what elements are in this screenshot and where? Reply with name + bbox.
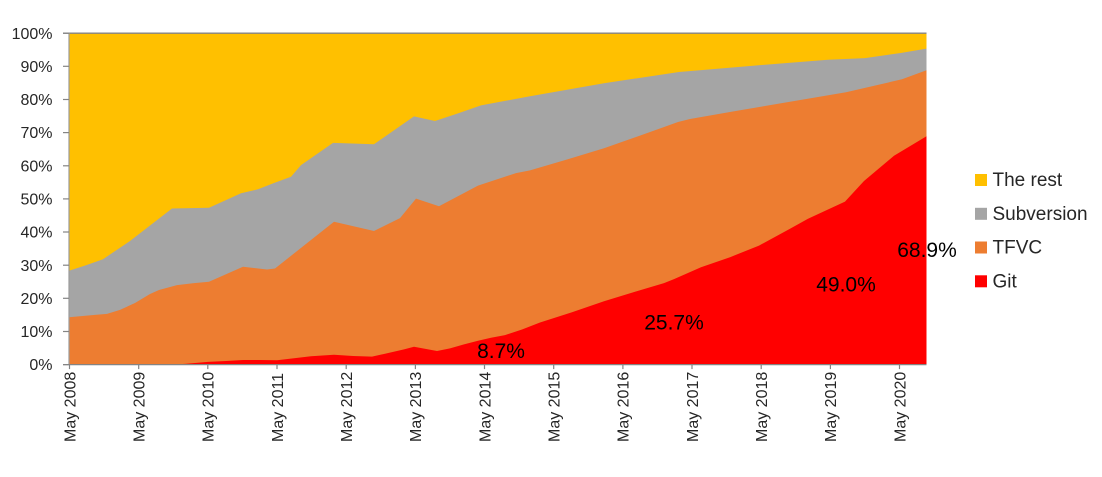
svg-text:May 2019: May 2019 <box>823 372 840 442</box>
svg-text:May 2016: May 2016 <box>616 372 633 442</box>
svg-text:Subversion: Subversion <box>993 204 1088 225</box>
svg-text:May 2018: May 2018 <box>754 372 771 442</box>
svg-text:80%: 80% <box>20 92 52 109</box>
svg-text:30%: 30% <box>20 258 52 275</box>
svg-text:25.7%: 25.7% <box>644 312 704 335</box>
svg-text:40%: 40% <box>20 225 52 242</box>
svg-text:Git: Git <box>993 272 1018 293</box>
svg-text:60%: 60% <box>20 158 52 175</box>
svg-text:20%: 20% <box>20 291 52 308</box>
svg-text:May 2012: May 2012 <box>339 372 356 442</box>
svg-text:May 2020: May 2020 <box>892 372 909 442</box>
svg-text:90%: 90% <box>20 59 52 76</box>
svg-text:The rest: The rest <box>993 170 1063 191</box>
svg-text:TFVC: TFVC <box>993 238 1043 259</box>
svg-text:50%: 50% <box>20 192 52 209</box>
svg-text:May 2010: May 2010 <box>201 372 218 442</box>
svg-text:May 2011: May 2011 <box>270 373 287 442</box>
svg-text:68.9%: 68.9% <box>897 239 957 262</box>
svg-text:May 2014: May 2014 <box>477 372 494 442</box>
svg-text:May 2017: May 2017 <box>685 372 702 442</box>
svg-text:May 2013: May 2013 <box>408 372 425 442</box>
svg-text:8.7%: 8.7% <box>477 340 525 363</box>
svg-text:100%: 100% <box>12 26 53 43</box>
svg-text:0%: 0% <box>29 357 52 374</box>
svg-text:May 2015: May 2015 <box>547 372 564 442</box>
svg-text:May 2008: May 2008 <box>62 372 79 442</box>
svg-text:10%: 10% <box>20 324 52 341</box>
svg-text:May 2009: May 2009 <box>132 372 149 442</box>
svg-text:49.0%: 49.0% <box>816 274 876 297</box>
svg-text:70%: 70% <box>20 125 52 142</box>
